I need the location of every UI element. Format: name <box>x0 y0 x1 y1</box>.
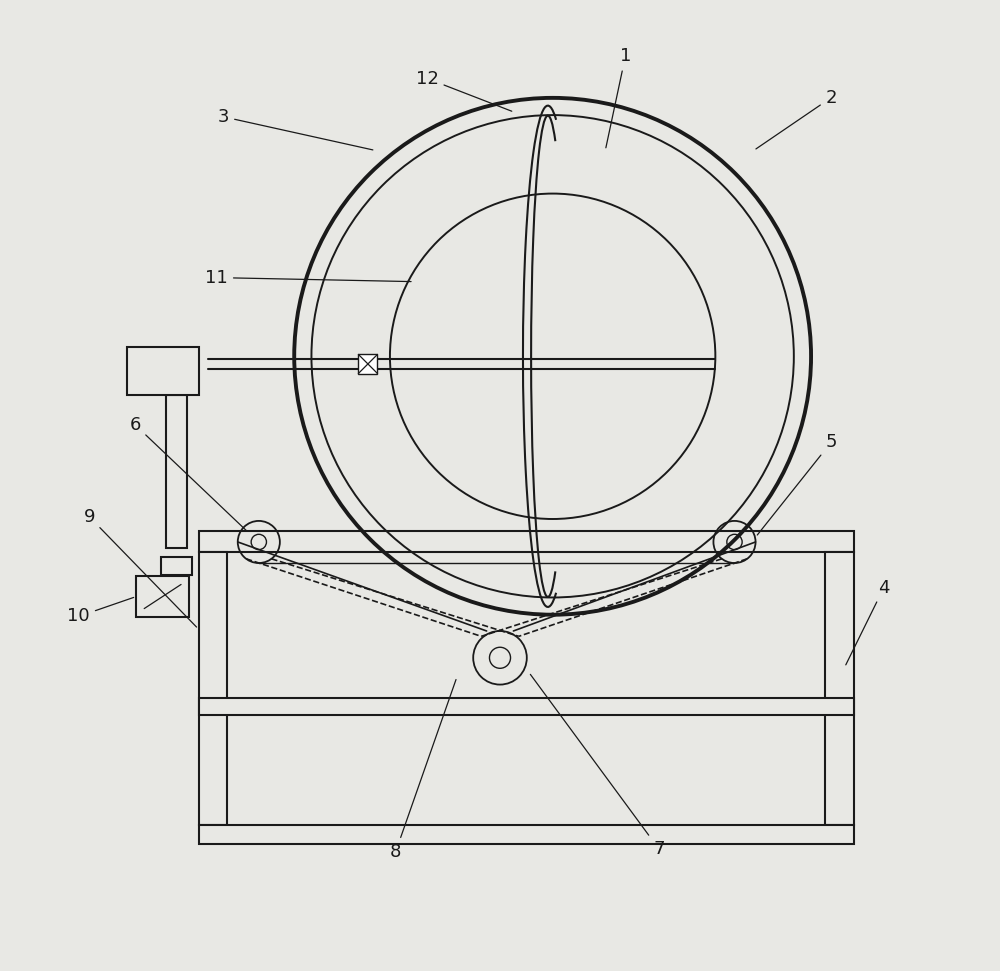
Bar <box>358 354 377 374</box>
Text: 2: 2 <box>756 88 837 149</box>
Text: 11: 11 <box>205 269 411 286</box>
Bar <box>199 531 854 552</box>
Text: 1: 1 <box>606 48 631 148</box>
Bar <box>161 557 192 575</box>
Text: 7: 7 <box>530 675 665 858</box>
Text: 5: 5 <box>757 433 837 535</box>
Text: 12: 12 <box>416 70 512 112</box>
Bar <box>199 698 854 716</box>
Bar <box>199 552 227 825</box>
Text: 3: 3 <box>218 108 373 150</box>
Bar <box>199 825 854 845</box>
Text: 8: 8 <box>390 680 456 861</box>
Bar <box>166 394 187 548</box>
Text: 4: 4 <box>846 579 890 665</box>
Bar <box>136 577 189 617</box>
Bar <box>825 552 854 825</box>
Text: 9: 9 <box>84 508 197 627</box>
Text: 6: 6 <box>130 416 246 530</box>
Bar <box>127 347 199 394</box>
Text: 10: 10 <box>67 597 134 625</box>
